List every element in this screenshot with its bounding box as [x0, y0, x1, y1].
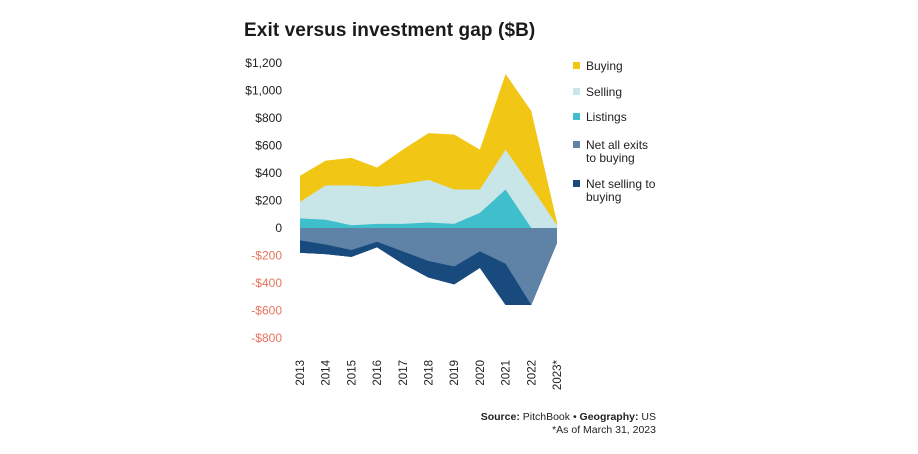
y-tick-label: $400 — [255, 166, 282, 180]
x-tick-label: 2013 — [295, 360, 307, 386]
y-tick-label: $200 — [255, 194, 282, 208]
legend-net-all-exits-swatch — [573, 141, 580, 148]
source-value: PitchBook — [522, 411, 571, 423]
x-tick-label: 2015 — [346, 360, 358, 386]
footnote: *As of March 31, 2023 — [552, 424, 656, 436]
source-line: Source: PitchBook • Geography: US — [481, 411, 656, 423]
y-tick-label: -$800 — [251, 331, 282, 345]
legend-selling-label: Selling — [586, 85, 622, 99]
y-tick-label: $1,200 — [245, 56, 282, 70]
y-tick-label: -$600 — [251, 304, 282, 318]
x-tick-label: 2019 — [449, 360, 461, 386]
legend-buying-label: Buying — [586, 59, 623, 73]
area-net-selling-band — [300, 240, 557, 305]
chart-title: Exit versus investment gap ($B) — [244, 20, 536, 41]
legend-net-all-exits-label: to buying — [586, 151, 635, 165]
source-label: Source: — [480, 411, 520, 423]
legend-net-selling-swatch — [573, 180, 580, 187]
legend-selling-swatch — [573, 88, 580, 95]
geography-value: US — [641, 411, 656, 423]
legend-net-all-exits-label: Net all exits — [586, 138, 648, 152]
y-tick-label: 0 — [275, 221, 282, 235]
y-tick-label: $800 — [255, 111, 282, 125]
x-tick-label: 2021 — [501, 360, 513, 386]
geography-label: Geography: — [579, 411, 639, 423]
x-tick-label: 2022 — [526, 360, 538, 386]
legend-listings-swatch — [573, 113, 580, 120]
area-listings — [300, 189, 557, 228]
legend-listings: Listings — [573, 110, 627, 124]
legend-selling: Selling — [573, 85, 622, 99]
y-tick-label: $1,000 — [245, 84, 282, 98]
legend-buying: Buying — [573, 59, 623, 73]
x-tick-label: 2020 — [475, 360, 487, 386]
x-tick-label: 2023* — [552, 359, 564, 390]
y-axis-ticks: $1,200 $1,000 $800 $600 $400 $200 0 -$200 -$400 -… — [245, 56, 282, 345]
legend-net-selling-label: Net selling to — [586, 177, 656, 191]
x-axis-ticks: 2013 2014 2015 2016 2017 2018 2019 2020 2021 2022… — [295, 359, 564, 390]
x-tick-label: 2014 — [321, 359, 333, 385]
legend-listings-label: Listings — [586, 110, 627, 124]
legend-buying-swatch — [573, 62, 580, 69]
source-separator: • — [572, 411, 577, 423]
y-tick-label: -$400 — [251, 276, 282, 290]
y-tick-label: -$200 — [251, 249, 282, 263]
x-tick-label: 2017 — [398, 360, 410, 386]
x-tick-label: 2018 — [424, 360, 436, 386]
area-layer — [300, 74, 557, 305]
x-tick-label: 2016 — [372, 360, 384, 386]
y-tick-label: $600 — [255, 139, 282, 153]
legend-net-selling-label: buying — [586, 190, 621, 204]
